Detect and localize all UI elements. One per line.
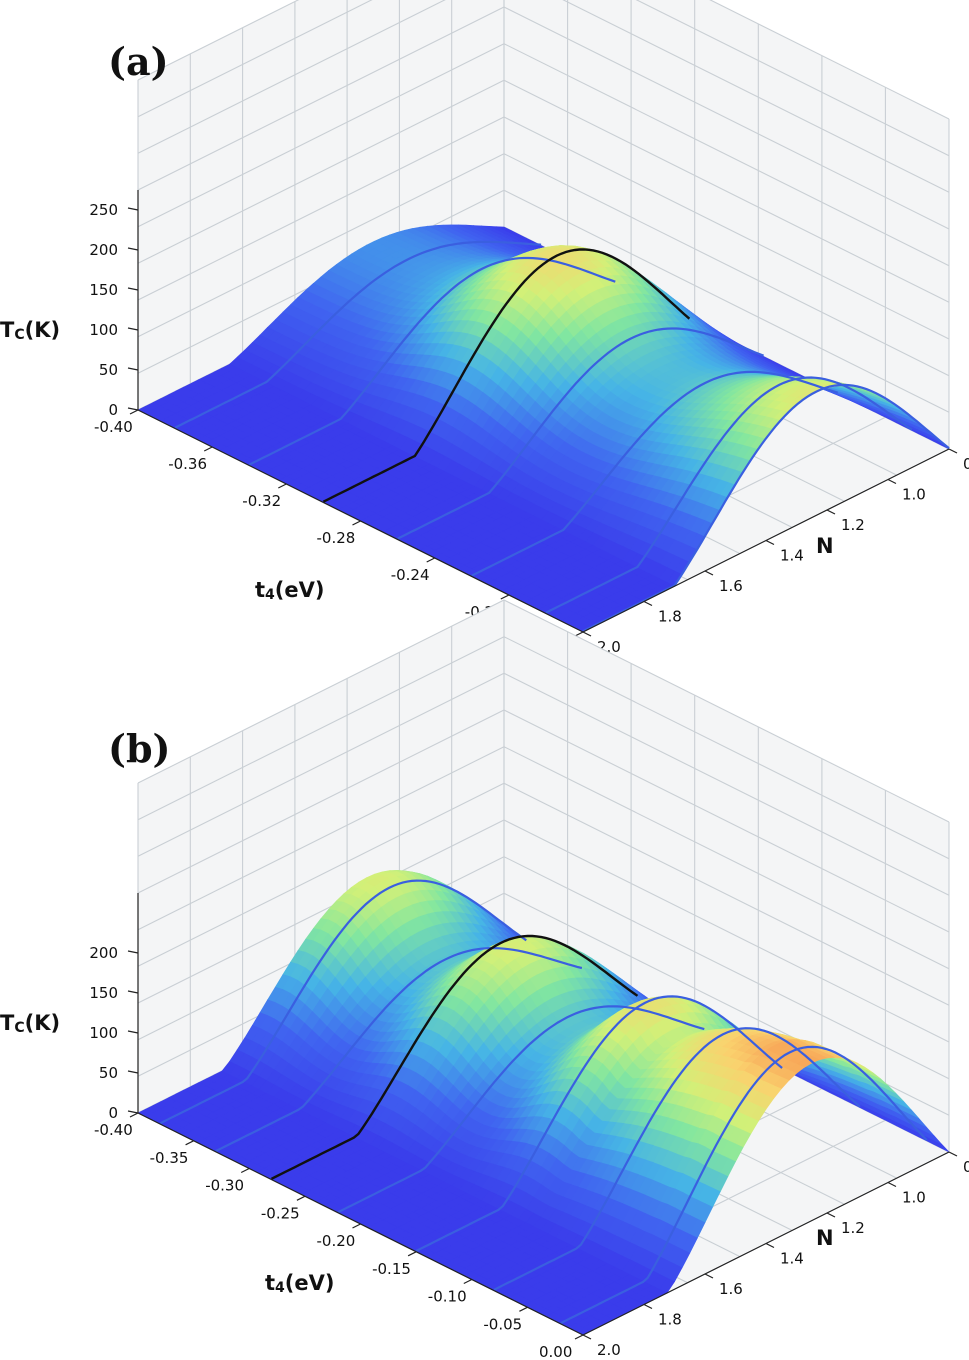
x-tick-mark — [278, 483, 287, 489]
panel-a-y-axis-label: N — [816, 534, 834, 558]
panel-a: -0.40-0.36-0.32-0.28-0.24-0.20-0.16 0.81… — [0, 0, 969, 658]
x-tick-label: -0.36 — [168, 455, 207, 473]
grid-line — [137, 153, 505, 338]
y-tick-label: 1.4 — [780, 547, 804, 565]
y-tick-label: 1.8 — [658, 608, 682, 626]
panel-a-pane-back — [504, 0, 949, 449]
x-tick-label: -0.24 — [391, 566, 430, 584]
z-tick-label: 50 — [99, 361, 118, 379]
grid-line — [709, 0, 950, 120]
z-tick-mark — [127, 287, 139, 291]
y-tick-mark — [887, 478, 897, 485]
x-tick-mark — [129, 409, 139, 415]
grid-line — [503, 116, 950, 340]
panel-a-pane-left — [138, 0, 504, 410]
x-tick-mark — [574, 631, 584, 637]
z-tick-label: 200 — [89, 241, 118, 259]
y-tick-mark — [948, 448, 958, 454]
z-tick-mark — [127, 367, 139, 371]
grid-line — [562, 0, 950, 193]
x-tick-label: -0.28 — [317, 529, 356, 547]
z-tick-label: 0 — [108, 401, 118, 419]
panel-a-x-axis-label: t4(eV) — [255, 578, 325, 603]
panel-a-surface — [137, 224, 950, 633]
z-tick-mark — [127, 207, 139, 211]
y-tick-label: 1.2 — [841, 516, 865, 534]
y-tick-mark — [826, 509, 836, 515]
z-tick-label: 250 — [89, 201, 118, 219]
grid-line — [635, 0, 950, 157]
y-tick-mark — [765, 539, 775, 546]
z-tick-mark — [127, 407, 139, 411]
x-tick-mark — [426, 557, 435, 563]
grid-line — [137, 0, 300, 81]
z-tick-mark — [127, 327, 139, 331]
grid-line — [503, 6, 950, 230]
panel-a-z-ticks: 0 50 100 150 200 250 — [89, 201, 139, 419]
y-tick-label: 0.8 — [963, 455, 969, 473]
grid-line — [503, 189, 950, 413]
panel-a-label: (a) — [108, 39, 169, 84]
panel-a-z-axis-label: TC(K) — [0, 318, 60, 343]
grid-line — [137, 0, 373, 118]
x-tick-mark — [203, 446, 213, 452]
grid-line — [137, 116, 505, 301]
y-tick-mark — [582, 631, 592, 637]
grid-line — [503, 79, 950, 303]
grid-line — [137, 43, 505, 228]
z-tick-label: 100 — [89, 321, 118, 339]
x-tick-mark — [500, 594, 510, 600]
x-tick-mark — [352, 520, 361, 526]
y-tick-mark — [704, 570, 714, 576]
x-tick-label: -0.32 — [242, 492, 281, 510]
y-tick-label: 1.0 — [902, 486, 926, 504]
z-tick-mark — [127, 247, 139, 251]
y-tick-label: 1.6 — [719, 577, 743, 595]
x-tick-label: -0.40 — [94, 418, 133, 436]
grid-line — [137, 6, 505, 191]
grid-line — [503, 153, 950, 377]
grid-line — [503, 43, 950, 267]
panel-b: -0.40-0.35-0.30-0.25-0.20-0.15-0.10-0.05… — [0, 599, 969, 1360]
grid-line — [137, 0, 446, 154]
grid-line — [137, 79, 505, 264]
y-tick-mark — [643, 600, 653, 607]
z-tick-label: 150 — [89, 281, 118, 299]
